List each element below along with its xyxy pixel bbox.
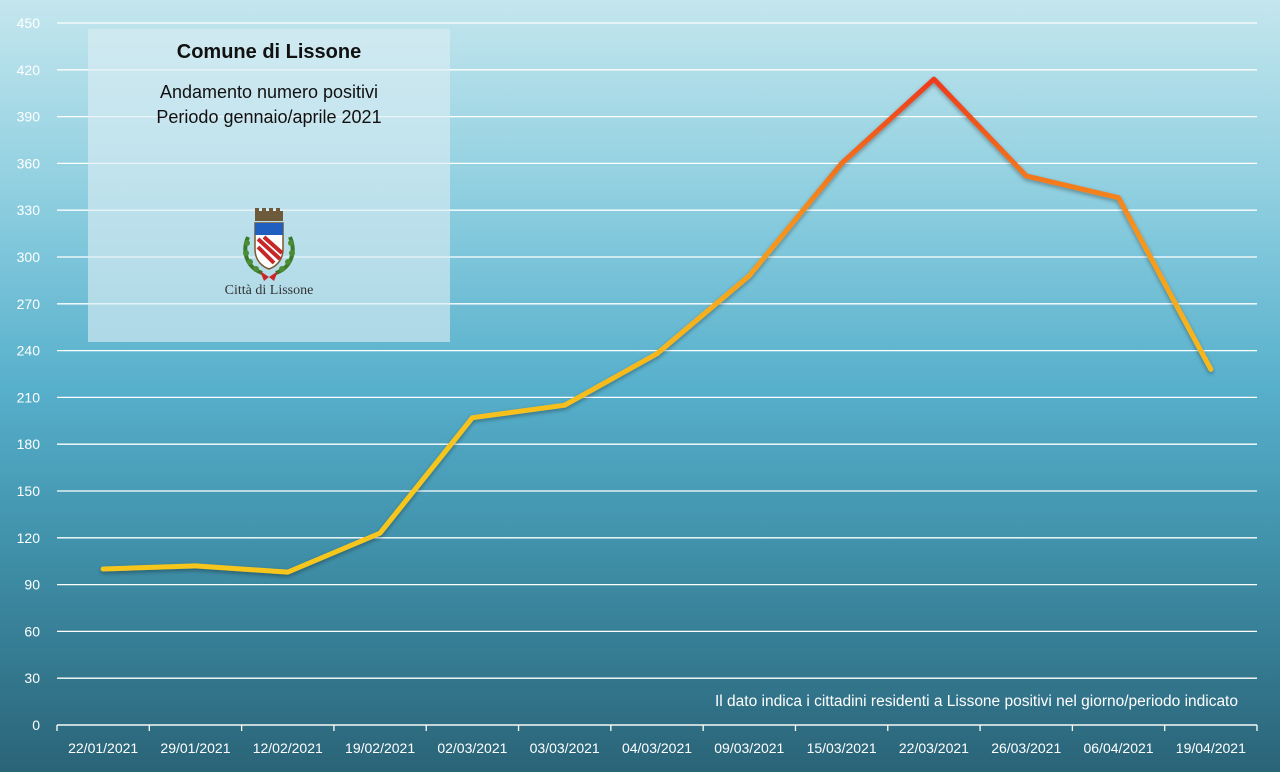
x-tick-label: 19/04/2021 (1176, 740, 1246, 756)
y-tick-label: 450 (17, 15, 41, 31)
series-group (100, 76, 1214, 575)
data-point (932, 77, 936, 81)
chart-subtitle: Andamento numero positivi Periodo gennai… (88, 80, 450, 130)
y-tick-label: 270 (17, 296, 41, 312)
y-tick-label: 420 (17, 62, 41, 78)
x-tick-label: 22/01/2021 (68, 740, 138, 756)
data-point (1116, 196, 1120, 200)
data-point (378, 531, 382, 535)
data-point (562, 403, 566, 407)
y-tick-label: 90 (24, 577, 40, 593)
y-tick-label: 330 (17, 202, 41, 218)
x-tick-label: 12/02/2021 (253, 740, 323, 756)
subtitle-line-2: Periodo gennaio/aprile 2021 (156, 107, 382, 127)
y-tick-label: 180 (17, 436, 41, 452)
data-point (655, 352, 659, 356)
x-tick-label: 15/03/2021 (807, 740, 877, 756)
y-tick-label: 240 (17, 343, 41, 359)
y-tick-label: 360 (17, 155, 41, 171)
y-tick-label: 390 (17, 109, 41, 125)
y-tick-label: 0 (32, 717, 40, 733)
series-line (100, 76, 1214, 575)
y-tick-label: 210 (17, 389, 41, 405)
data-point (286, 570, 290, 574)
y-tick-label: 30 (24, 670, 40, 686)
y-axis: 0 30 60 90 120 150 180 210 240 270 300 330 360 390 420… (17, 15, 41, 733)
x-axis: 22/01/2021 29/01/2021 12/02/2021 19/02/2021… (56, 724, 1258, 756)
x-tick-label: 09/03/2021 (714, 740, 784, 756)
x-tick-label: 19/02/2021 (345, 740, 415, 756)
data-point (193, 564, 197, 568)
data-point (101, 567, 105, 571)
x-tick-label: 02/03/2021 (437, 740, 507, 756)
y-tick-label: 150 (17, 483, 41, 499)
x-tick-label: 22/03/2021 (899, 740, 969, 756)
y-tick-label: 60 (24, 623, 40, 639)
x-tick-label: 06/04/2021 (1083, 740, 1153, 756)
data-point (839, 161, 843, 165)
x-tick-label: 03/03/2021 (530, 740, 600, 756)
y-tick-label: 300 (17, 249, 41, 265)
chart-title: Comune di Lissone (176, 41, 362, 63)
x-tick-label: 26/03/2021 (991, 740, 1061, 756)
crest-caption: Città di Lissone (224, 283, 314, 298)
footnote: Il dato indica i cittadini residenti a L… (715, 693, 1238, 710)
data-point (1024, 174, 1028, 178)
data-point (1209, 367, 1213, 371)
subtitle-line-1: Andamento numero positivi (159, 82, 379, 102)
y-tick-label: 120 (17, 530, 41, 546)
data-point (470, 415, 474, 419)
info-box: Comune di Lissone Andamento numero posit… (88, 29, 450, 342)
x-tick-label: 04/03/2021 (622, 740, 692, 756)
coat-of-arms-icon (243, 208, 295, 281)
x-tick-label: 29/01/2021 (160, 740, 230, 756)
data-point (747, 274, 751, 278)
